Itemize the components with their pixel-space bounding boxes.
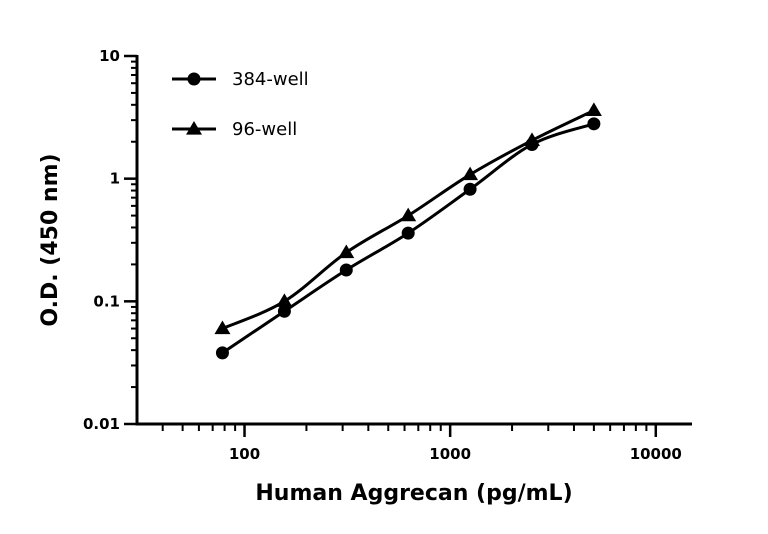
y-tick-label: 0.01	[83, 415, 120, 433]
x-axis-title: Human Aggrecan (pg/mL)	[255, 481, 572, 506]
data-point	[277, 304, 291, 318]
data-point	[587, 117, 601, 131]
x-tick-label: 1000	[429, 445, 471, 463]
y-tick-label: 1	[110, 170, 120, 188]
axes	[135, 55, 692, 426]
data-point	[215, 346, 229, 360]
legend-marker	[186, 121, 202, 135]
legend: 384-well 96-well	[172, 69, 309, 140]
y-tick-label: 0.1	[93, 292, 120, 310]
x-tick-label: 100	[229, 445, 260, 463]
y-axis-title: O.D. (450 nm)	[38, 153, 63, 326]
series-96-well	[214, 102, 602, 335]
ticks: 0.01 0.1 1 10 100 1000 10000	[83, 47, 682, 463]
x-tick-label: 10000	[630, 445, 682, 463]
series-384-well	[215, 117, 601, 360]
data-point	[585, 102, 602, 117]
legend-label: 96-well	[232, 119, 297, 140]
series-layer	[214, 102, 602, 360]
y-tick-label: 10	[99, 47, 120, 65]
data-point	[523, 132, 540, 147]
data-point	[401, 226, 415, 240]
legend-item: 384-well	[172, 69, 309, 90]
data-point	[400, 207, 417, 222]
data-point	[276, 293, 293, 307]
data-point	[463, 182, 477, 196]
data-point	[214, 320, 231, 335]
legend-item: 96-well	[172, 119, 297, 140]
data-point	[338, 244, 355, 259]
data-point	[462, 166, 479, 181]
legend-label: 384-well	[232, 69, 309, 90]
legend-marker	[187, 72, 201, 86]
data-point	[339, 263, 353, 277]
